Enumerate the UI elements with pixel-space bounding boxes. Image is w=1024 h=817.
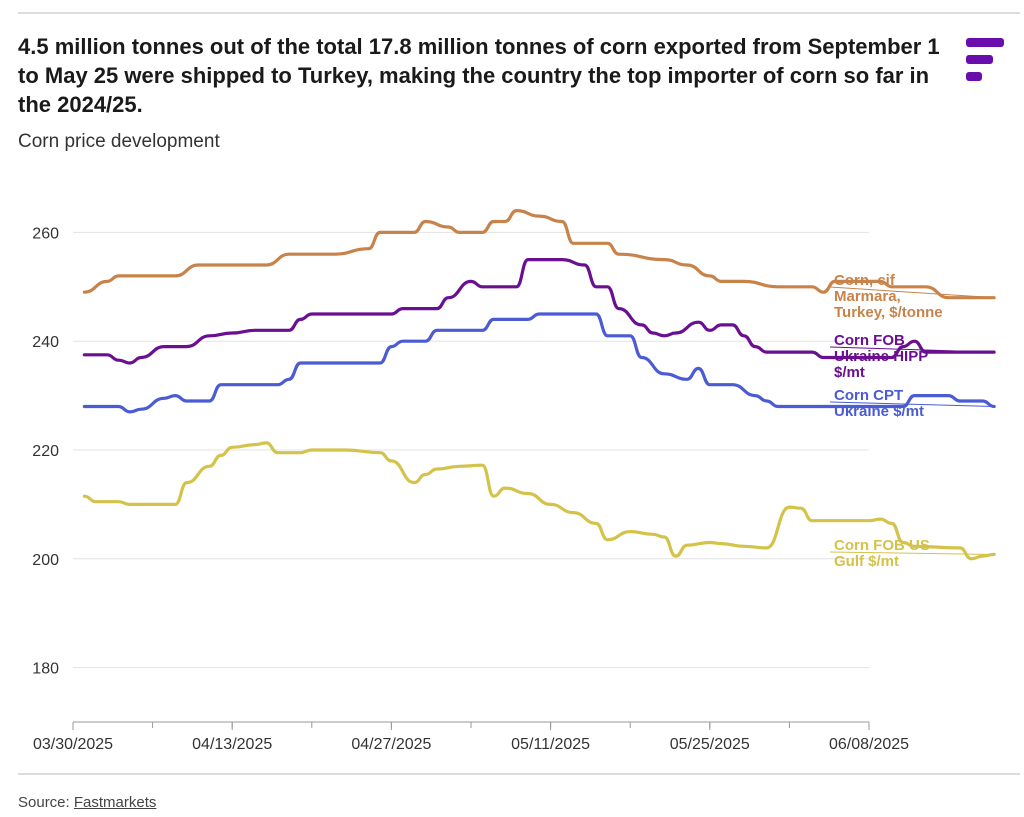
series-label-line: Marmara, [834,288,901,305]
series-end-label: Corn FOB US Gulf $/mt [834,537,930,570]
label-connector [829,286,995,299]
source-link[interactable]: Fastmarkets [73,794,157,811]
series-end-label: Corn CPT Ukraine $/mt [834,387,924,420]
grid-lines [73,231,869,669]
chart-subtitle: Corn price development [18,131,220,152]
x-axis-ticks: 03/30/2025 04/13/2025 04/27/2025 05/11/2025… [33,736,909,753]
y-tick-label: 200 [32,552,59,569]
series-line [82,441,996,561]
series-label-line: Corn, cif [834,272,896,289]
source-prefix: Source: [18,794,74,811]
series-label-line: $/mt [834,364,865,381]
y-tick-label: 240 [32,334,59,351]
chart-title: 4.5 million tonnes out of the total 17.8… [18,34,940,117]
series-lines [82,209,996,561]
series-label-line: Corn CPT [834,387,903,404]
series-label-line: Ukraine HIPP [834,348,928,365]
y-tick-label: 260 [32,225,59,242]
top-rule [18,12,1020,14]
series-labels: Corn, cif Marmara, Turkey, $/tonne Corn FOB… [829,272,995,570]
series-line [82,258,996,365]
x-tick-label: 05/25/2025 [670,736,750,753]
series-label-line: Turkey, $/tonne [834,304,943,321]
x-tick-label: 03/30/2025 [33,736,113,753]
series-line [82,312,996,414]
x-tick-label: 04/27/2025 [351,736,431,753]
y-axis-ticks: 180 200 220 240 260 [32,225,59,677]
x-tick-label: 05/11/2025 [511,736,590,753]
bottom-rule [18,773,1020,775]
y-tick-label: 220 [32,443,59,460]
label-connector [829,346,995,353]
series-label-line: Corn FOB US [834,537,930,554]
label-connector [829,401,995,407]
fastmarkets-logo-icon [966,38,1004,81]
x-axis [72,721,870,730]
x-tick-label: 06/08/2025 [829,736,909,753]
label-connector [829,551,995,555]
source-note: Source: Fastmarkets [18,794,156,811]
series-line [82,209,996,300]
series-end-label: Corn, cif Marmara, Turkey, $/tonne [834,272,943,321]
x-tick-label: 04/13/2025 [192,736,272,753]
y-tick-label: 180 [32,661,59,678]
series-label-line: Corn FOB [834,332,905,349]
series-end-label: Corn FOB Ukraine HIPP $/mt [834,332,928,381]
line-chart: 180 200 220 240 260 03/30/2025 04/13/2025 04/2… [32,209,996,753]
series-label-line: Ukraine $/mt [834,403,924,420]
series-label-line: Gulf $/mt [834,553,899,570]
